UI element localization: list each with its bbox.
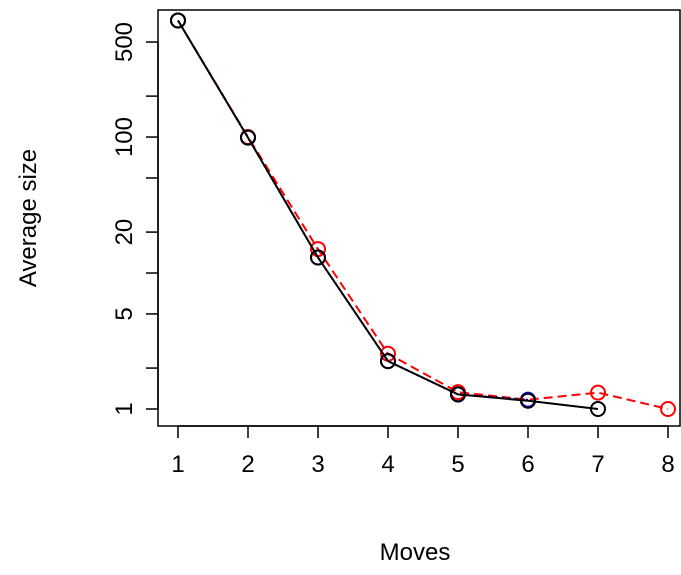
series-3-point	[310, 249, 326, 266]
x-tick-label: 2	[241, 451, 254, 478]
x-tick-label: 5	[451, 451, 464, 478]
y-axis: 1 5 20 100 500	[111, 22, 159, 416]
series-2	[170, 12, 536, 408]
y-tick-label: 1	[111, 402, 138, 415]
series-1-line	[177, 19, 669, 410]
series-1	[170, 12, 676, 417]
series-3-point	[380, 353, 396, 370]
series-3-point	[520, 392, 536, 409]
x-tick-label: 6	[521, 451, 534, 478]
x-axis: 1 2 3 4 5 6 7 8	[171, 425, 675, 478]
series-3-point	[170, 12, 186, 29]
x-tick-label: 8	[661, 451, 674, 478]
series-3-point	[450, 386, 466, 403]
y-tick-label: 500	[111, 22, 138, 62]
series-3-point	[590, 401, 606, 417]
y-tick-label: 5	[111, 307, 138, 320]
series-3	[170, 12, 606, 417]
x-tick-label: 3	[311, 451, 324, 478]
series-3-point	[240, 129, 256, 146]
y-axis-title: Average size	[15, 149, 42, 287]
series-layer	[170, 12, 676, 417]
series-3-line	[177, 19, 599, 410]
x-tick-label: 4	[381, 451, 394, 478]
x-axis-title: Moves	[380, 539, 451, 566]
plot-frame	[157, 9, 681, 427]
series-2-line	[177, 19, 529, 401]
y-tick-label: 20	[111, 219, 138, 246]
series-1-point	[590, 384, 606, 401]
y-tick-label: 100	[111, 117, 138, 157]
x-tick-label: 7	[591, 451, 604, 478]
x-tick-label: 1	[171, 451, 184, 478]
series-1-point	[660, 401, 676, 417]
